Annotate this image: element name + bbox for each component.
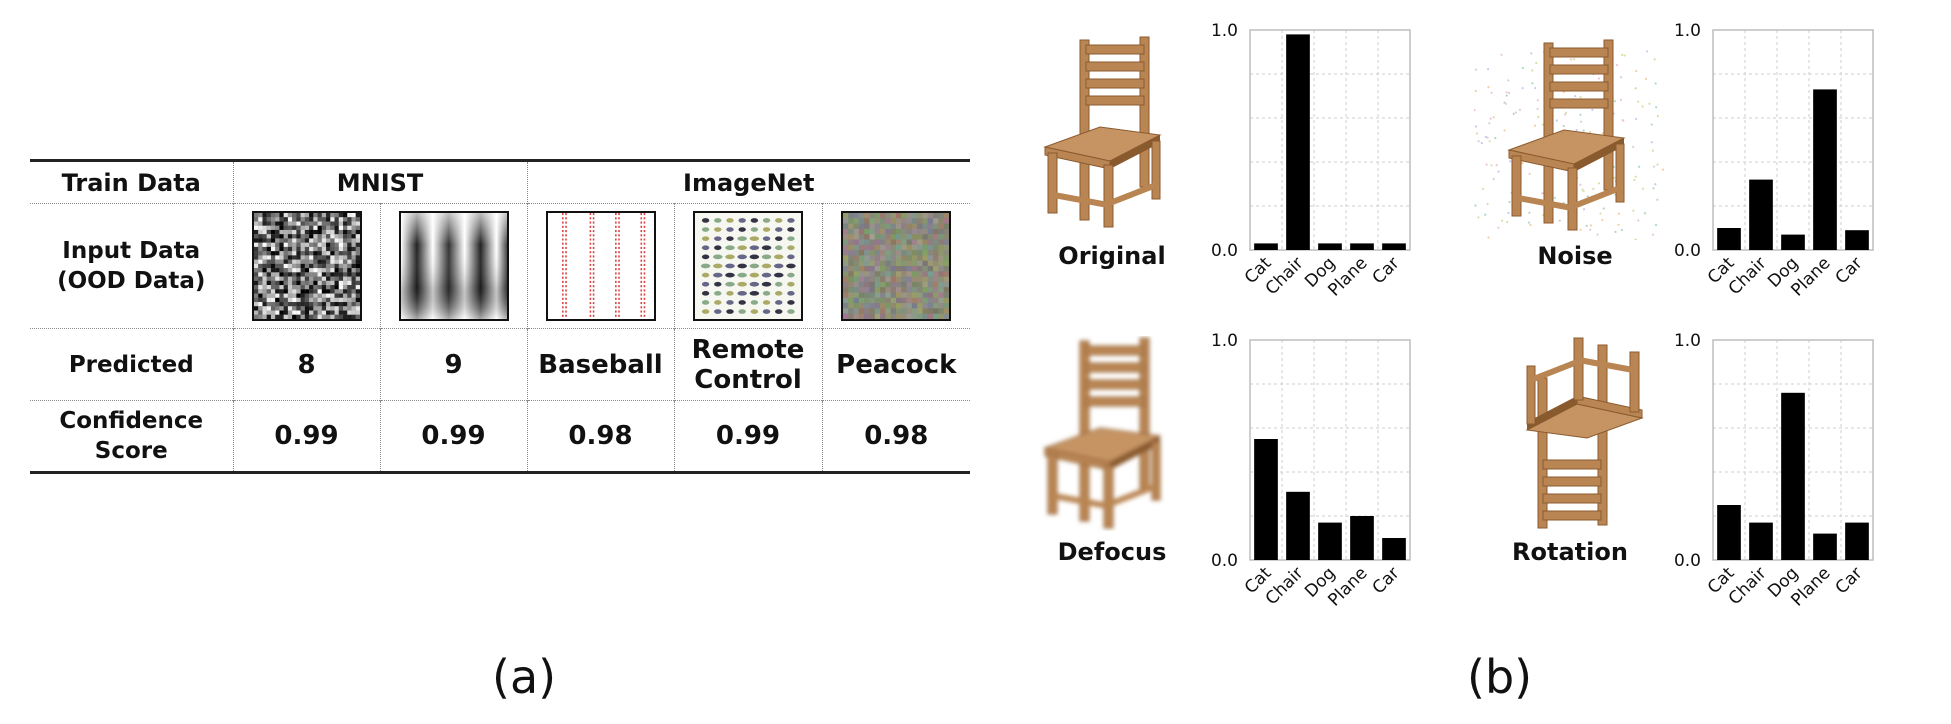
plot-frame [1249,29,1411,251]
y-tick-max: 1.0 [1211,331,1238,351]
ood-cell-peacock [821,203,971,329]
ood-cell-baseball [526,203,674,329]
grid [1713,30,1873,250]
ood-cell-mnist-noise [232,203,380,329]
confidence-mnist-2: 0.99 [379,400,527,473]
panel-a-label: (a) [492,650,557,704]
bar-cat [1254,439,1278,560]
x-tick-label: Car [1832,563,1867,598]
bar-car [1845,522,1869,560]
mnist-noise-image [251,211,362,321]
confidence-label: Confidence Score [59,408,204,464]
bar-chair [1286,34,1310,251]
confidence-imagenet-3: 0.98 [821,400,971,473]
predicted-imagenet-1: Baseball [526,328,674,401]
bar-cat [1717,505,1741,560]
predicted-mnist-2: 9 [379,328,527,401]
remote-control-image [693,211,803,321]
predicted-row: Predicted 8 9 Baseball Remote Control Pe… [30,328,971,401]
bar-car [1382,538,1406,560]
caption-original: Original [1058,242,1166,270]
bar-plane [1350,243,1374,250]
imagenet-header: ImageNet [526,160,971,204]
bar-dog [1781,392,1805,560]
baseball-image [545,211,656,321]
chair-rotation-image [1525,337,1644,529]
mnist-header: MNIST [232,160,527,204]
mnist-waves-image [398,211,509,321]
ood-results-table: Train Data MNIST ImageNet Input Data (OO… [30,159,971,474]
bar-chair [1749,179,1773,250]
caption-rotation: Rotation [1512,538,1628,566]
x-tick-label: Chair [1725,563,1771,609]
ood-cell-remote-control [673,203,822,329]
caption-noise: Noise [1537,242,1613,270]
y-tick-min: 0.0 [1211,551,1238,571]
predicted-mnist-1: 8 [232,328,380,401]
panel-b-label: (b) [1467,650,1533,704]
chair-noise-image [1474,39,1664,240]
bar-car [1382,243,1406,250]
chair-defocus-image [1043,337,1162,529]
plot-frame [1712,29,1874,251]
x-tick-label: Chair [1262,563,1308,609]
predicted-imagenet-3: Peacock [821,328,971,401]
predicted-label: Predicted [68,351,194,378]
caption-defocus: Defocus [1057,538,1167,566]
x-tick-label: Chair [1262,253,1308,299]
confidence-mnist-1: 0.99 [232,400,380,473]
y-tick-max: 1.0 [1674,21,1701,41]
bar-chair [1286,491,1310,560]
train-data-header: Train Data [61,168,201,197]
input-data-row: Input Data (OOD Data) [30,203,971,329]
bar-dog [1318,243,1342,250]
bar-cat [1717,228,1741,250]
grid [1250,340,1410,560]
x-tick-label: Car [1369,253,1404,288]
y-tick-max: 1.0 [1211,21,1238,41]
grid [1250,30,1410,250]
bar-dog [1781,234,1805,250]
y-tick-min: 0.0 [1211,241,1238,261]
confidence-imagenet-1: 0.98 [526,400,674,473]
confidence-imagenet-2: 0.99 [673,400,822,473]
predicted-imagenet-2: Remote Control [673,328,822,401]
bar-car [1845,230,1869,250]
input-data-label: Input Data (OOD Data) [57,238,206,294]
confidence-row: Confidence Score 0.99 0.99 0.98 0.99 0.9… [30,400,971,473]
peacock-image [841,211,952,321]
bar-dog [1318,522,1342,560]
bar-plane [1813,89,1837,251]
x-tick-label: Car [1369,563,1404,598]
bar-plane [1350,516,1374,560]
x-tick-label: Chair [1725,253,1771,299]
bar-plane [1813,533,1837,560]
header-row: Train Data MNIST ImageNet [30,160,971,204]
ood-cell-mnist-waves [379,203,527,329]
x-tick-label: Car [1832,253,1867,288]
bar-cat [1254,243,1278,250]
y-tick-max: 1.0 [1674,331,1701,351]
y-tick-min: 0.0 [1674,551,1701,571]
bar-chair [1749,522,1773,560]
y-tick-min: 0.0 [1674,241,1701,261]
chair-original-image [1043,36,1162,228]
